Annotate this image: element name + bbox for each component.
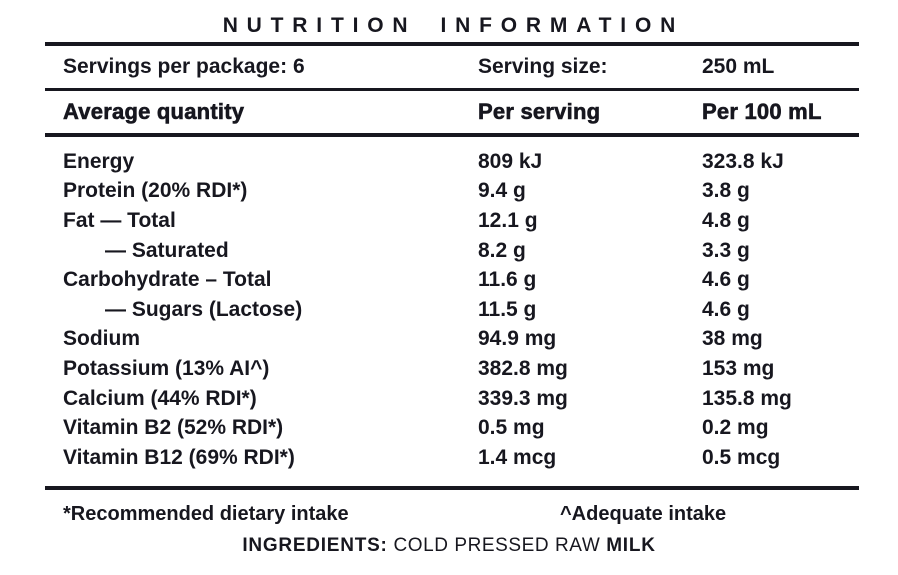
table-row: Fat — Total 12.1 g 4.8 g [45,206,859,236]
ingredients-line: INGREDIENTS: COLD PRESSED RAW MILK [0,535,898,557]
nutrient-label: Sodium [63,327,140,351]
nutrient-label: Protein (20% RDI*) [63,179,248,203]
table-row: — Sugars (Lactose) 11.5 g 4.6 g [45,295,859,325]
servings-value: 6 [292,55,305,78]
nutrient-label: Energy [63,149,135,173]
table-row: Protein (20% RDI*) 9.4 g 3.8 g [45,177,859,207]
per-serving-value: 382.8 mg [478,356,568,380]
per-100ml-value: 0.2 mg [702,416,769,440]
table-header-row: Average quantity Per serving Per 100 mL [45,91,859,133]
ingredients-highlight: MILK [606,534,656,556]
per-100ml-value: 323.8 kJ [702,149,784,173]
divider-top [45,42,859,46]
per-serving-value: 1.4 mcg [478,445,557,469]
nutrition-table: Servings per package: 6 Serving size: 25… [45,42,859,528]
servings-per-package: Servings per package: 6 [45,55,478,79]
per-100ml-value: 135.8 mg [702,386,792,410]
table-row: Energy 809 kJ 323.8 kJ [45,147,859,177]
footnote-rdi: *Recommended dietary intake [63,502,349,525]
nutrient-label: — Saturated [105,238,229,262]
serving-size-label: Serving size: [478,55,608,78]
table-row: Sodium 94.9 mg 38 mg [45,325,859,355]
per-100ml-value: 4.8 g [702,208,750,232]
per-serving-value: 11.6 g [478,268,537,292]
footnotes-row: *Recommended dietary intake ^Adequate in… [45,490,859,528]
divider-serving-info [45,88,859,91]
nutrient-label: Fat — Total [63,208,176,232]
divider-bottom [45,485,859,490]
ingredients-label: INGREDIENTS: [242,534,388,556]
per-100ml-value: 153 mg [702,356,775,380]
serving-size-value: 250 mL [702,55,775,78]
per-serving-value: 12.1 g [478,208,538,232]
column-header-average-quantity: Average quantity [63,99,245,125]
footnote-ai: ^Adequate intake [560,502,727,525]
table-row: — Saturated 8.2 g 3.3 g [45,236,859,266]
ingredients-value: COLD PRESSED RAW [387,534,607,556]
serving-info-row: Servings per package: 6 Serving size: 25… [45,46,859,88]
table-row: Vitamin B2 (52% RDI*) 0.5 mg 0.2 mg [45,413,859,443]
table-body: Energy 809 kJ 323.8 kJ Protein (20% RDI*) 9.… [45,137,859,486]
per-100ml-value: 3.3 g [702,238,750,262]
panel-title: NUTRITION INFORMATION [222,14,685,37]
nutrient-label: Potassium (13% AI^) [63,356,270,380]
divider-header [45,133,859,137]
servings-label: Servings per package: [63,55,288,78]
table-row: Carbohydrate – Total 11.6 g 4.6 g [45,265,859,295]
table-row: Calcium (44% RDI*) 339.3 mg 135.8 mg [45,384,859,414]
nutrient-label: — Sugars (Lactose) [105,297,303,321]
per-serving-value: 9.4 g [478,179,526,203]
nutrient-label: Carbohydrate – Total [63,268,272,292]
column-header-per-serving: Per serving [478,99,601,125]
column-header-per-100ml: Per 100 mL [702,99,822,125]
per-serving-value: 0.5 mg [478,416,545,440]
per-serving-value: 11.5 g [478,297,537,321]
table-row: Vitamin B12 (69% RDI*) 1.4 mcg 0.5 mcg [45,443,859,473]
per-serving-value: 94.9 mg [478,327,557,351]
per-100ml-value: 38 mg [702,327,763,351]
per-serving-value: 339.3 mg [478,386,568,410]
per-100ml-value: 3.8 g [702,179,750,203]
nutrient-label: Vitamin B12 (69% RDI*) [63,445,295,469]
per-100ml-value: 4.6 g [702,297,750,321]
per-serving-value: 8.2 g [478,238,526,262]
per-serving-value: 809 kJ [478,149,543,173]
nutrient-label: Vitamin B2 (52% RDI*) [63,416,284,440]
table-row: Potassium (13% AI^) 382.8 mg 153 mg [45,354,859,384]
per-100ml-value: 4.6 g [702,268,750,292]
per-100ml-value: 0.5 mcg [702,445,781,469]
nutrient-label: Calcium (44% RDI*) [63,386,257,410]
